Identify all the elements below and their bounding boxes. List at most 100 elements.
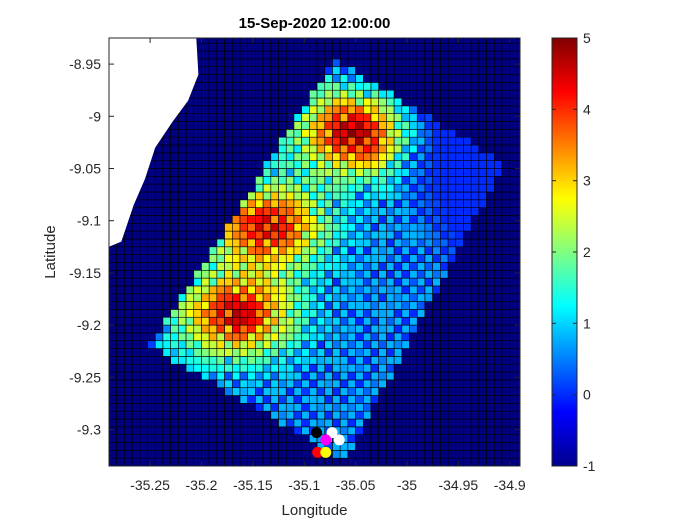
heatmap-cell: [355, 38, 364, 44]
heatmap-cell: [309, 324, 318, 334]
heatmap-cell: [216, 309, 225, 318]
heatmap-cell: [424, 105, 433, 114]
heatmap-cell: [324, 238, 333, 248]
heatmap-cell: [309, 82, 318, 91]
heatmap-cell: [363, 316, 372, 326]
heatmap-cell: [316, 395, 326, 404]
heatmap-cell: [478, 129, 487, 138]
heatmap-cell: [401, 332, 410, 342]
heatmap-cell: [178, 222, 187, 232]
heatmap-cell: [478, 410, 487, 420]
heatmap-cell: [270, 262, 279, 271]
x-tick-label: -34.9: [494, 477, 526, 493]
heatmap-cell: [316, 199, 326, 208]
heatmap-cell: [478, 442, 487, 451]
heatmap-cell: [309, 230, 318, 240]
heatmap-cell: [324, 144, 333, 154]
heatmap-cell: [255, 363, 264, 373]
heatmap-cell: [124, 348, 133, 357]
heatmap-cell: [501, 379, 511, 389]
heatmap-cell: [239, 410, 249, 420]
heatmap-cell: [309, 38, 318, 44]
heatmap-cell: [247, 230, 256, 240]
heatmap-cell: [501, 410, 511, 420]
heatmap-cell: [463, 395, 472, 404]
heatmap-cell: [363, 230, 372, 240]
heatmap-cell: [455, 450, 464, 459]
heatmap-cell: [154, 238, 164, 248]
heatmap-cell: [455, 262, 464, 271]
heatmap-cell: [332, 238, 341, 248]
heatmap-cell: [363, 332, 372, 342]
heatmap-cell: [486, 176, 495, 185]
heatmap-cell: [239, 395, 249, 404]
heatmap-cell: [170, 410, 179, 420]
heatmap-cell: [424, 152, 433, 161]
heatmap-cell: [339, 105, 349, 114]
heatmap-cell: [247, 199, 256, 208]
heatmap-cell: [470, 97, 480, 107]
y-tick-label: -9.3: [77, 421, 101, 437]
heatmap-cell: [409, 450, 418, 459]
heatmap-cell: [494, 379, 503, 389]
heatmap-cell: [393, 97, 403, 107]
heatmap-cell: [285, 121, 295, 130]
heatmap-cell: [247, 356, 256, 365]
heatmap-cell: [339, 387, 349, 396]
heatmap-cell: [270, 222, 279, 232]
heatmap-cell: [247, 277, 256, 287]
heatmap-cell: [208, 183, 218, 193]
heatmap-cell: [355, 168, 364, 177]
heatmap-cell: [401, 199, 410, 208]
heatmap-cell: [278, 89, 287, 99]
heatmap-cell: [517, 309, 520, 318]
heatmap-cell: [109, 246, 118, 255]
heatmap-cell: [224, 363, 233, 373]
heatmap-cell: [216, 387, 225, 396]
heatmap-cell: [447, 348, 457, 357]
heatmap-cell: [370, 199, 380, 208]
colorbar-tick-label: -1: [583, 458, 596, 474]
heatmap-cell: [232, 121, 241, 130]
heatmap-cell: [416, 50, 426, 60]
heatmap-cell: [363, 152, 372, 161]
heatmap-cell: [208, 207, 218, 216]
heatmap-cell: [347, 434, 356, 443]
heatmap-cell: [332, 262, 341, 271]
heatmap-cell: [440, 50, 449, 60]
heatmap-cell: [409, 426, 418, 435]
heatmap-cell: [208, 160, 218, 169]
heatmap-cell: [270, 183, 279, 193]
heatmap-cell: [455, 58, 464, 68]
heatmap-cell: [470, 379, 480, 389]
heatmap-cell: [432, 277, 441, 287]
heatmap-cell: [208, 332, 218, 342]
heatmap-cell: [378, 66, 387, 75]
heatmap-cell: [339, 332, 349, 342]
heatmap-cell: [393, 199, 403, 208]
heatmap-cell: [339, 89, 349, 99]
heatmap-cell: [509, 442, 518, 451]
heatmap-cell: [170, 332, 179, 342]
heatmap-cell: [185, 332, 195, 342]
heatmap-cell: [424, 442, 433, 451]
heatmap-cell: [463, 176, 472, 185]
heatmap-cell: [463, 50, 472, 60]
heatmap-cell: [486, 191, 495, 201]
heatmap-cell: [339, 379, 349, 389]
heatmap-cell: [178, 168, 187, 177]
heatmap-cell: [378, 457, 387, 466]
heatmap-cell: [170, 191, 179, 201]
heatmap-cell: [262, 285, 272, 295]
heatmap-cell: [255, 348, 264, 357]
heatmap-cell: [455, 238, 464, 248]
heatmap-cell: [178, 246, 187, 255]
heatmap-cell: [370, 348, 380, 357]
heatmap-cell: [193, 152, 202, 161]
heatmap-cell: [440, 38, 449, 44]
heatmap-cell: [501, 129, 511, 138]
heatmap-cell: [154, 160, 164, 169]
heatmap-cell: [178, 269, 187, 279]
heatmap-cell: [378, 348, 387, 357]
heatmap-cell: [247, 152, 256, 161]
